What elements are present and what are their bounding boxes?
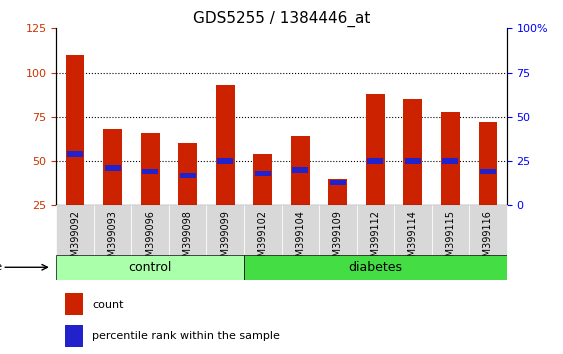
Text: GSM399102: GSM399102: [258, 210, 268, 269]
Text: GSM399092: GSM399092: [70, 210, 80, 269]
Bar: [253, 154, 272, 205]
Text: control: control: [128, 261, 172, 274]
Text: GSM399093: GSM399093: [108, 210, 118, 269]
Text: GDS5255 / 1384446_at: GDS5255 / 1384446_at: [193, 11, 370, 27]
Bar: [65, 293, 83, 315]
Bar: [441, 112, 460, 205]
Text: GSM399098: GSM399098: [182, 210, 193, 269]
Bar: [66, 55, 84, 205]
Bar: [142, 169, 158, 175]
Text: GSM399116: GSM399116: [483, 210, 493, 269]
Text: GSM399112: GSM399112: [370, 210, 381, 269]
FancyBboxPatch shape: [94, 205, 131, 255]
Text: GSM399109: GSM399109: [333, 210, 343, 269]
FancyBboxPatch shape: [56, 255, 244, 280]
FancyBboxPatch shape: [469, 205, 507, 255]
Text: count: count: [92, 299, 124, 310]
Bar: [405, 159, 421, 164]
Text: percentile rank within the sample: percentile rank within the sample: [92, 331, 280, 342]
FancyBboxPatch shape: [244, 255, 507, 280]
Text: diabetes: diabetes: [348, 261, 403, 274]
Bar: [178, 143, 197, 205]
Bar: [480, 169, 496, 175]
FancyBboxPatch shape: [432, 205, 469, 255]
Bar: [367, 159, 383, 164]
Bar: [67, 152, 83, 156]
FancyBboxPatch shape: [319, 205, 356, 255]
Text: GSM399096: GSM399096: [145, 210, 155, 269]
Bar: [443, 159, 458, 164]
Text: GSM399104: GSM399104: [295, 210, 305, 269]
FancyBboxPatch shape: [394, 205, 432, 255]
Bar: [330, 179, 346, 185]
FancyBboxPatch shape: [282, 205, 319, 255]
Bar: [216, 85, 235, 205]
Bar: [328, 179, 347, 205]
Bar: [141, 133, 159, 205]
Bar: [105, 166, 120, 171]
FancyBboxPatch shape: [169, 205, 207, 255]
FancyBboxPatch shape: [207, 205, 244, 255]
Bar: [217, 159, 233, 164]
Text: GSM399099: GSM399099: [220, 210, 230, 269]
Bar: [292, 167, 309, 172]
Bar: [404, 99, 422, 205]
Text: GSM399114: GSM399114: [408, 210, 418, 269]
Bar: [180, 172, 196, 178]
Bar: [366, 94, 385, 205]
FancyBboxPatch shape: [131, 205, 169, 255]
Text: disease state: disease state: [0, 262, 2, 272]
FancyBboxPatch shape: [56, 205, 94, 255]
Text: GSM399115: GSM399115: [445, 210, 455, 269]
Bar: [291, 136, 310, 205]
Bar: [103, 129, 122, 205]
Bar: [254, 171, 271, 176]
Bar: [479, 122, 497, 205]
FancyBboxPatch shape: [244, 205, 282, 255]
FancyBboxPatch shape: [356, 205, 394, 255]
Bar: [65, 325, 83, 347]
